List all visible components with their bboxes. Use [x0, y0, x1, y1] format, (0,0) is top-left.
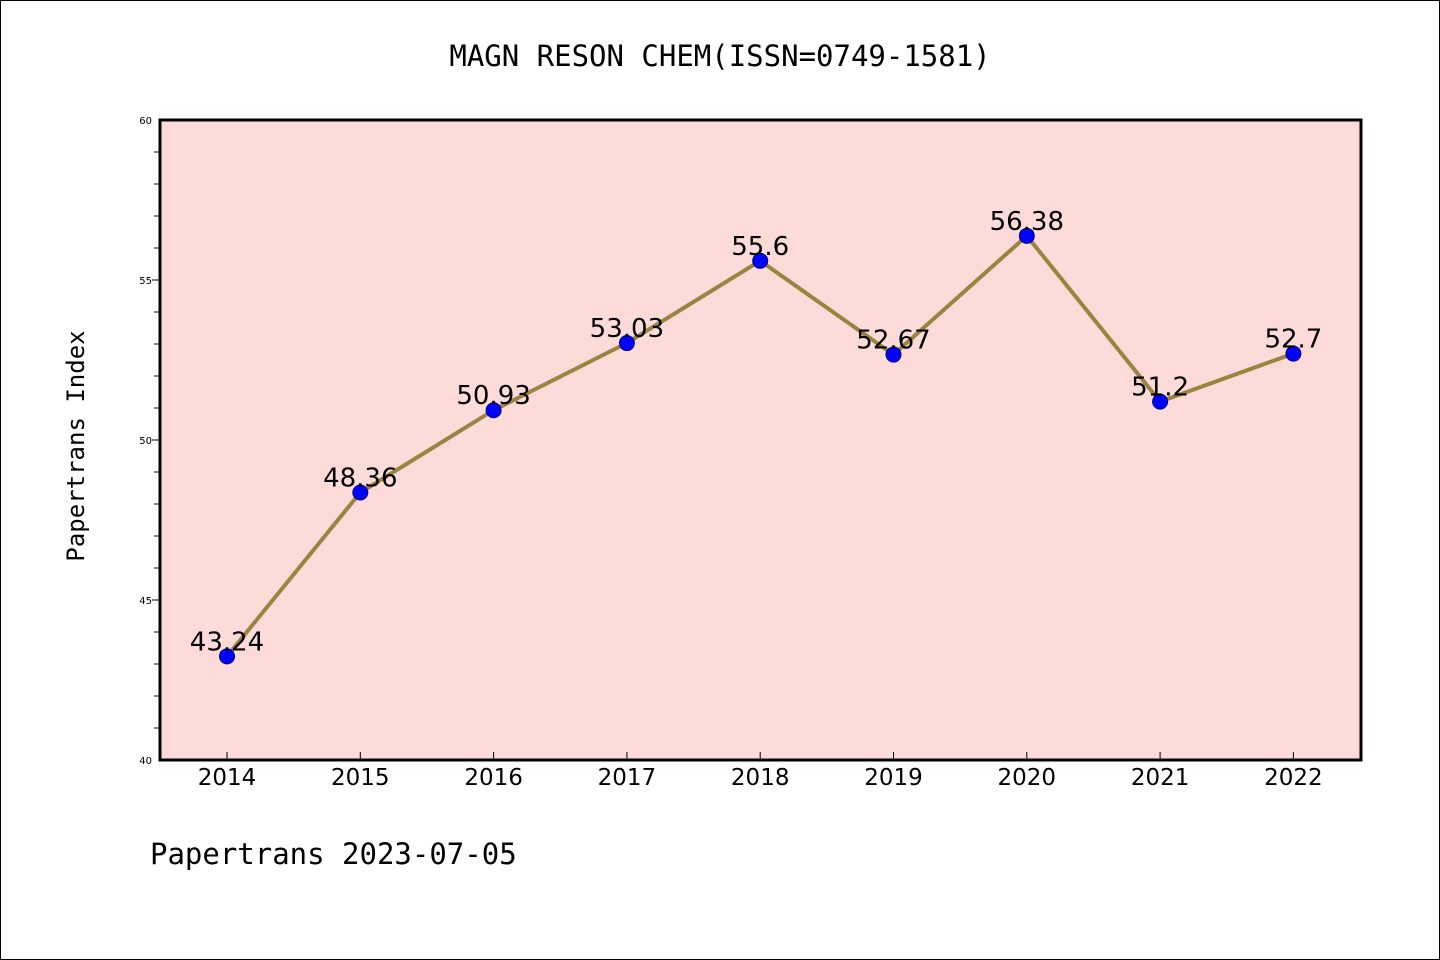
x-tick-label: 2016	[464, 765, 523, 791]
data-label: 52.7	[1264, 325, 1322, 355]
data-labels: 43.24 48.36 50.93 53.03 55.6 52.67 56.38 51.2 52…	[190, 207, 1323, 657]
x-tick-label: 2022	[1264, 765, 1323, 791]
x-axis: 2014 2015 2016 2017 2018 2019 2020 2021 2022	[198, 752, 1323, 791]
x-tick-label: 2014	[198, 765, 257, 791]
plot-area	[158, 118, 1363, 762]
data-point	[1285, 345, 1302, 362]
y-tick-label: 55	[139, 276, 152, 287]
data-point	[885, 346, 902, 363]
data-point	[1018, 227, 1035, 244]
data-label: 53.03	[590, 314, 664, 344]
data-point	[1152, 393, 1169, 410]
y-axis-label: Papertrans Index	[62, 330, 90, 561]
x-tick-label: 2015	[331, 765, 390, 791]
data-label: 51.2	[1131, 373, 1189, 403]
data-point	[352, 484, 369, 501]
data-label: 48.36	[323, 463, 397, 493]
data-point	[219, 648, 235, 665]
x-tick-label: 2017	[598, 765, 657, 791]
y-tick-label: 50	[139, 436, 152, 447]
y-tick-label: 60	[139, 116, 152, 127]
x-tick-label: 2021	[1131, 765, 1190, 791]
series-markers	[219, 227, 1302, 665]
data-point	[485, 402, 502, 419]
x-tick-label: 2020	[998, 765, 1057, 791]
data-point	[618, 335, 635, 352]
data-label: 56.38	[990, 207, 1064, 237]
data-label: 52.67	[856, 326, 930, 356]
footer-text: Papertrans 2023-07-05	[150, 837, 517, 871]
data-label: 43.24	[190, 627, 264, 657]
chart-title: MAGN RESON CHEM(ISSN=0749-1581)	[449, 39, 990, 73]
y-axis: 40 45 50 55 60	[139, 116, 160, 767]
data-label: 50.93	[456, 381, 530, 411]
y-tick-label: 40	[139, 756, 152, 767]
data-point	[752, 252, 769, 269]
x-tick-label: 2018	[731, 765, 790, 791]
data-label: 55.6	[731, 232, 789, 262]
y-tick-label: 45	[139, 596, 152, 607]
x-tick-label: 2019	[864, 765, 923, 791]
